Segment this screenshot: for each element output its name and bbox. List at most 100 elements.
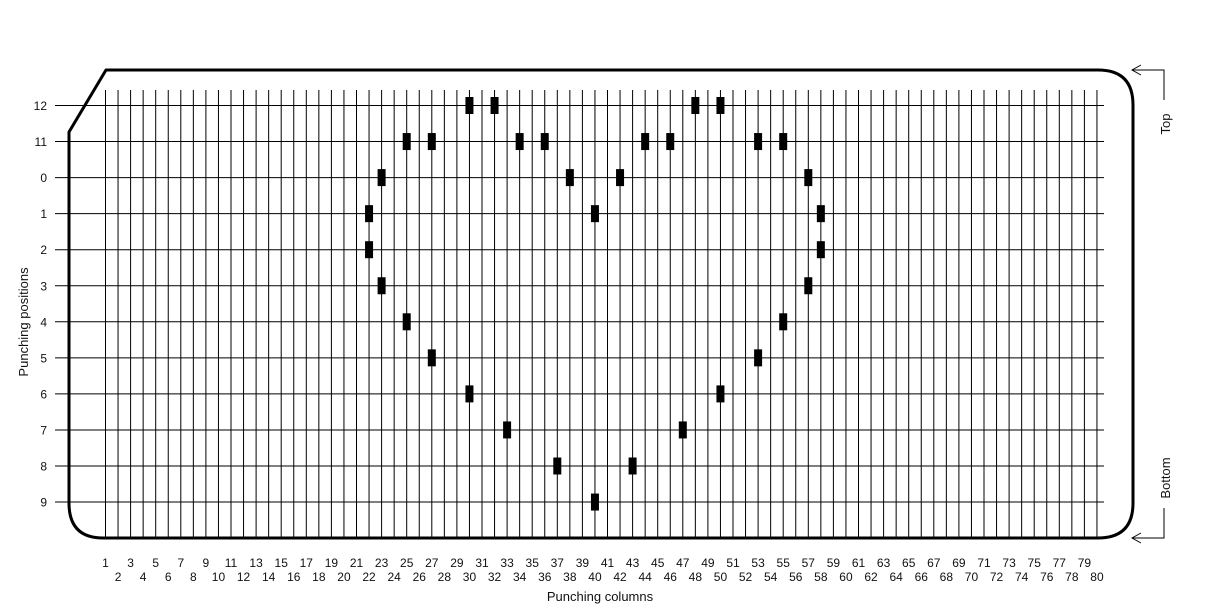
punch-hole [465, 97, 473, 114]
punch-hole [428, 133, 436, 150]
column-number-label: 47 [676, 556, 690, 570]
column-number-label: 41 [601, 556, 615, 570]
column-number-label: 72 [990, 570, 1004, 584]
column-number-label: 61 [852, 556, 866, 570]
row-label: 9 [40, 496, 47, 510]
punch-hole [403, 133, 411, 150]
punch-hole [591, 205, 599, 222]
x-axis-label: Punching columns [547, 589, 654, 604]
punch-hole [553, 458, 561, 475]
column-number-label: 22 [362, 570, 376, 584]
punch-hole [754, 349, 762, 366]
column-number-label: 65 [902, 556, 916, 570]
punch-hole [779, 133, 787, 150]
punch-hole [491, 97, 499, 114]
punch-hole [403, 313, 411, 330]
bottom-arrow [1132, 508, 1164, 538]
column-number-label: 8 [190, 570, 197, 584]
punch-hole [779, 313, 787, 330]
column-number-label: 73 [1002, 556, 1016, 570]
column-number-label: 51 [726, 556, 740, 570]
column-number-label: 36 [538, 570, 552, 584]
column-number-label: 12 [237, 570, 251, 584]
column-number-label: 55 [777, 556, 791, 570]
column-number-label: 69 [952, 556, 966, 570]
punch-hole [804, 277, 812, 294]
top-indicator: Top [1132, 65, 1173, 134]
column-number-label: 35 [526, 556, 540, 570]
column-number-label: 26 [413, 570, 427, 584]
column-number-label: 75 [1028, 556, 1042, 570]
column-number-label: 56 [789, 570, 803, 584]
column-number-label: 24 [387, 570, 401, 584]
column-number-label: 6 [165, 570, 172, 584]
punch-hole [378, 277, 386, 294]
column-number-label: 50 [714, 570, 728, 584]
column-number-label: 17 [300, 556, 314, 570]
bottom-indicator: Bottom [1132, 457, 1173, 543]
column-number-label: 18 [312, 570, 326, 584]
column-number-label: 48 [689, 570, 703, 584]
punch-hole [566, 169, 574, 186]
bottom-label: Bottom [1158, 457, 1173, 498]
column-number-label: 7 [177, 556, 184, 570]
row-label: 12 [34, 99, 48, 113]
row-label: 11 [35, 135, 48, 149]
punch-hole [716, 97, 724, 114]
column-number-label: 19 [325, 556, 339, 570]
column-number-label: 60 [839, 570, 853, 584]
punch-hole [716, 385, 724, 402]
row-label: 6 [40, 387, 47, 401]
column-number-label: 33 [500, 556, 514, 570]
column-number-label: 40 [588, 570, 602, 584]
column-number-label: 44 [638, 570, 652, 584]
column-number-label: 31 [475, 556, 489, 570]
column-number-label: 64 [889, 570, 903, 584]
column-number-label: 1 [102, 556, 109, 570]
column-number-label: 68 [940, 570, 954, 584]
column-number-label: 45 [651, 556, 665, 570]
y-axis-label: Punching positions [16, 267, 31, 377]
column-number-label: 30 [463, 570, 477, 584]
punch-hole [641, 133, 649, 150]
punch-hole [365, 205, 373, 222]
column-number-label: 3 [127, 556, 134, 570]
column-number-label: 66 [915, 570, 929, 584]
punch-hole [465, 385, 473, 402]
top-label: Top [1158, 114, 1173, 135]
column-number-label: 43 [626, 556, 640, 570]
column-number-label: 54 [764, 570, 778, 584]
punch-hole [516, 133, 524, 150]
column-number-label: 49 [701, 556, 715, 570]
column-number-label: 23 [375, 556, 389, 570]
column-number-label: 27 [425, 556, 439, 570]
column-number-label: 16 [287, 570, 301, 584]
column-number-label: 13 [249, 556, 263, 570]
column-number-label: 80 [1090, 570, 1104, 584]
punch-hole [428, 349, 436, 366]
column-number-label: 28 [438, 570, 452, 584]
column-number-label: 10 [212, 570, 226, 584]
punch-hole [691, 97, 699, 114]
column-number-label: 53 [751, 556, 765, 570]
punch-hole [378, 169, 386, 186]
column-number-label: 37 [551, 556, 565, 570]
row-label: 7 [40, 423, 47, 437]
column-number-label: 21 [350, 556, 364, 570]
punch-hole [817, 205, 825, 222]
column-number-label: 79 [1078, 556, 1092, 570]
punch-hole [365, 241, 373, 258]
column-number-label: 2 [115, 570, 122, 584]
column-number-label: 46 [664, 570, 678, 584]
punch-hole [679, 421, 687, 438]
column-number-label: 15 [275, 556, 289, 570]
column-number-label: 57 [802, 556, 816, 570]
punch-hole [616, 169, 624, 186]
row-label: 4 [40, 315, 47, 329]
punch-hole [503, 421, 511, 438]
punch-hole [591, 494, 599, 511]
punch-hole [541, 133, 549, 150]
column-number-label: 52 [739, 570, 753, 584]
